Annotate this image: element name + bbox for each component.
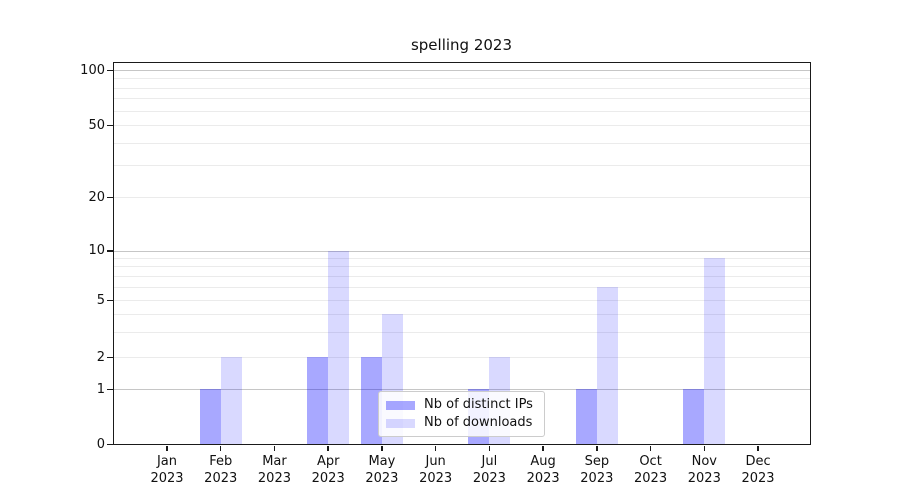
minor-gridline-20 bbox=[113, 197, 810, 198]
bar-ips-apr bbox=[307, 357, 329, 444]
x-tick-mark-apr bbox=[327, 445, 329, 451]
minor-gridline-70 bbox=[113, 98, 810, 100]
major-gridline-100 bbox=[113, 70, 810, 71]
y-tick-label-0: 0 bbox=[96, 436, 105, 452]
chart-title: spelling 2023 bbox=[410, 36, 513, 54]
y-tick-label-2: 2 bbox=[96, 349, 105, 365]
minor-gridline-9 bbox=[113, 258, 810, 260]
x-tick-mark-may bbox=[381, 445, 383, 451]
minor-gridline-6 bbox=[113, 286, 810, 288]
y-tick-mark-2 bbox=[107, 356, 113, 358]
y-tick-label-5: 5 bbox=[96, 292, 105, 308]
y-tick-label-20: 20 bbox=[88, 189, 105, 205]
legend: Nb of distinct IPs Nb of downloads bbox=[378, 391, 545, 437]
downloads-swatch bbox=[386, 418, 415, 428]
x-tick-label-mar: Mar 2023 bbox=[257, 454, 291, 486]
minor-gridline-4 bbox=[113, 313, 810, 315]
x-tick-mark-mar bbox=[273, 445, 276, 451]
bar-downloads-sep bbox=[596, 286, 618, 444]
x-tick-mark-jul bbox=[488, 445, 491, 451]
x-tick-label-oct: Oct 2023 bbox=[634, 454, 668, 486]
minor-gridline-90 bbox=[113, 78, 810, 80]
legend-item-distinct-ips: Nb of distinct IPs bbox=[386, 398, 536, 412]
major-gridline-1 bbox=[113, 389, 810, 390]
bar-ips-feb bbox=[199, 389, 221, 444]
y-tick-mark-100 bbox=[107, 69, 113, 71]
x-tick-mark-sep bbox=[596, 445, 598, 451]
x-tick-label-jun: Jun 2023 bbox=[419, 454, 453, 486]
minor-gridline-7 bbox=[113, 275, 810, 277]
distinct-ips-swatch bbox=[386, 400, 415, 410]
y-tick-mark-20 bbox=[107, 196, 113, 198]
major-gridline-10 bbox=[113, 250, 810, 252]
bar-downloads-apr bbox=[328, 250, 350, 444]
y-tick-mark-1 bbox=[107, 388, 113, 390]
x-tick-mark-nov bbox=[703, 445, 706, 451]
minor-gridline-40 bbox=[113, 142, 810, 144]
y-tick-mark-10 bbox=[107, 250, 113, 252]
x-tick-mark-jun bbox=[434, 445, 437, 451]
x-tick-label-dec: Dec 2023 bbox=[741, 454, 775, 486]
legend-label-downloads: Nb of downloads bbox=[424, 415, 533, 430]
x-tick-label-apr: Apr 2023 bbox=[311, 454, 345, 486]
x-tick-label-may: May 2023 bbox=[365, 454, 399, 486]
legend-item-downloads: Nb of downloads bbox=[386, 416, 536, 430]
x-tick-mark-jan bbox=[166, 445, 168, 451]
bar-downloads-nov bbox=[704, 258, 726, 444]
x-tick-label-aug: Aug 2023 bbox=[526, 454, 560, 486]
minor-gridline-8 bbox=[113, 266, 810, 268]
bar-downloads-feb bbox=[220, 357, 242, 444]
minor-gridline-60 bbox=[113, 110, 810, 112]
y-tick-label-10: 10 bbox=[88, 243, 105, 258]
y-tick-mark-50 bbox=[107, 124, 113, 126]
y-tick-label-1: 1 bbox=[96, 381, 105, 397]
minor-gridline-5 bbox=[113, 300, 810, 301]
y-tick-label-100: 100 bbox=[80, 62, 105, 78]
y-tick-mark-0 bbox=[107, 443, 113, 445]
x-tick-mark-feb bbox=[219, 445, 222, 451]
bar-ips-sep bbox=[575, 389, 597, 444]
minor-gridline-3 bbox=[113, 331, 810, 333]
minor-gridline-50 bbox=[113, 125, 810, 126]
x-tick-label-jan: Jan 2023 bbox=[150, 454, 184, 486]
minor-gridline-30 bbox=[113, 165, 810, 167]
bar-ips-may bbox=[360, 357, 382, 444]
x-tick-label-sep: Sep 2023 bbox=[580, 454, 614, 486]
x-tick-label-jul: Jul 2023 bbox=[472, 454, 506, 486]
legend-label-distinct-ips: Nb of distinct IPs bbox=[424, 397, 533, 412]
x-tick-mark-oct bbox=[649, 445, 652, 451]
y-tick-mark-5 bbox=[107, 299, 113, 301]
x-tick-mark-dec bbox=[757, 445, 759, 451]
bar-ips-nov bbox=[683, 389, 705, 444]
minor-gridline-80 bbox=[113, 87, 810, 89]
y-tick-label-50: 50 bbox=[88, 117, 105, 133]
x-tick-mark-aug bbox=[542, 445, 544, 451]
x-tick-label-nov: Nov 2023 bbox=[687, 454, 721, 486]
x-tick-label-feb: Feb 2023 bbox=[204, 454, 238, 486]
minor-gridline-2 bbox=[113, 357, 810, 358]
